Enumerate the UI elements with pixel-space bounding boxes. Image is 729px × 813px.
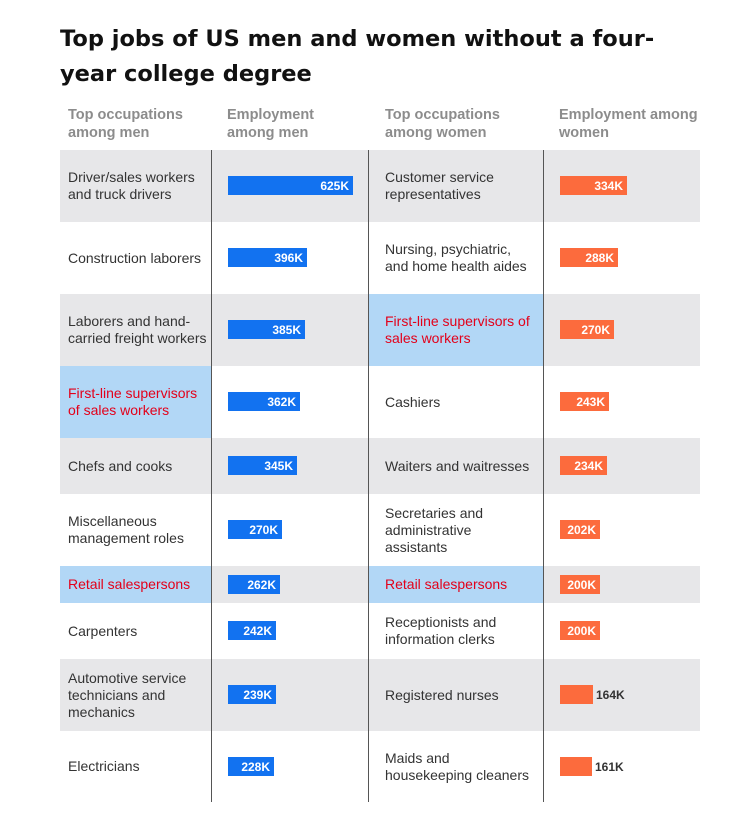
column-divider: [211, 150, 212, 802]
women-employment-value: 234K: [574, 458, 603, 473]
women-employment-value: 288K: [585, 250, 614, 265]
men-employment-value: 228K: [241, 759, 270, 774]
table-row: Retail salespersons Retail salespersons 26…: [60, 566, 700, 603]
women-occupation-label: Customer service representatives: [385, 169, 494, 202]
header-men-occupations: Top occupations among men: [68, 107, 183, 141]
women-employment-bar: 164K: [560, 685, 625, 704]
table-row: Carpenters Receptionists and information …: [60, 603, 700, 659]
table-row: Construction laborers Nursing, psychiatri…: [60, 222, 700, 294]
women-occupation-label: Nursing, psychiatric, and home health ai…: [385, 241, 527, 274]
men-occupation-label: Construction laborers: [68, 249, 202, 266]
men-employment-value: 362K: [267, 394, 296, 409]
women-employment-bar: 270K: [560, 320, 614, 339]
men-employment-value: 345K: [264, 458, 293, 473]
women-employment-bar: 161K: [560, 757, 624, 776]
women-employment-bar: 200K: [560, 575, 600, 594]
header-women-occupations: Top occupations among women: [385, 107, 500, 141]
men-employment-value: 242K: [243, 623, 272, 638]
men-occupation-label: Carpenters: [68, 622, 138, 639]
column-divider: [368, 150, 369, 802]
women-employment-value: 243K: [576, 394, 605, 409]
women-occupation-label: Retail salespersons: [385, 576, 508, 592]
table-row: Automotive service technicians and mecha…: [60, 659, 700, 731]
header-men-employment: Employment among men: [227, 107, 315, 141]
women-employment-bar: 243K: [560, 392, 609, 411]
women-employment-bar: 288K: [560, 248, 618, 267]
men-occupation-label: Electricians: [68, 758, 140, 774]
men-employment-value: 239K: [243, 687, 272, 702]
men-occupation-label: Miscellaneous management roles: [68, 513, 184, 546]
men-employment-value: 270K: [249, 522, 278, 537]
men-employment-bar: 262K: [228, 575, 280, 594]
women-employment-bar: 334K: [560, 176, 627, 195]
women-employment-bar: 234K: [560, 456, 607, 475]
women-occupation-label: Secretaries and administrative assistant…: [385, 504, 484, 555]
men-employment-value: 262K: [247, 577, 276, 592]
women-occupation-label: Waiters and waitresses: [385, 457, 530, 474]
men-employment-value: 396K: [274, 250, 303, 265]
column-divider: [543, 150, 544, 802]
women-occupation-label: First-line supervisors of sales workers: [385, 313, 530, 346]
men-occupation-label: Laborers and hand-carried freight worker…: [68, 313, 207, 346]
highlight-cell-men: [60, 366, 211, 438]
men-employment-bar: 242K: [228, 621, 276, 640]
table-row: Chefs and cooks Waiters and waitresses 345…: [60, 438, 700, 494]
women-occupation-label: Registered nurses: [385, 686, 499, 703]
table-row: First-line supervisors of sales workers C…: [60, 366, 700, 438]
women-employment-value: 164K: [596, 687, 625, 702]
table-row: Miscellaneous management roles Secretarie…: [60, 494, 700, 566]
women-employment-bar: 202K: [560, 520, 600, 539]
men-employment-bar: 228K: [228, 757, 274, 776]
men-employment-bar: 385K: [228, 320, 305, 339]
women-employment-value: 334K: [594, 178, 623, 193]
women-occupation-label: Maids and housekeeping cleaners: [385, 749, 529, 783]
men-employment-bar: 345K: [228, 456, 297, 475]
women-employment-bar: 200K: [560, 621, 600, 640]
men-occupation-label: First-line supervisors of sales workers: [68, 385, 198, 418]
women-employment-value: 161K: [595, 759, 624, 774]
men-employment-bar: 396K: [228, 248, 307, 267]
women-employment-value: 202K: [567, 522, 596, 537]
men-employment-bar: 625K: [228, 176, 353, 195]
men-occupation-label: Retail salespersons: [68, 576, 191, 592]
men-employment-bar: 239K: [228, 685, 276, 704]
men-employment-value: 385K: [272, 322, 301, 337]
men-occupation-label: Automotive service technicians and mecha…: [68, 669, 187, 720]
table-row: Driver/sales workers and truck drivers Cu…: [60, 150, 700, 222]
women-occupation-label: Receptionists and information clerks: [385, 614, 497, 647]
table-row: Laborers and hand-carried freight worker…: [60, 294, 700, 366]
women-employment-value: 200K: [567, 623, 596, 638]
chart-title: Top jobs of US men and women without a f…: [60, 26, 655, 87]
women-occupation-label: Cashiers: [385, 393, 441, 410]
men-employment-bar: 270K: [228, 520, 282, 539]
men-employment-bar: 362K: [228, 392, 300, 411]
men-occupation-label: Chefs and cooks: [68, 457, 173, 474]
women-employment-value: 270K: [581, 322, 610, 337]
table-row: Electricians Maids and housekeeping clean…: [60, 731, 700, 802]
highlight-cell-women: [369, 294, 543, 366]
men-employment-value: 625K: [320, 178, 349, 193]
highlight-cell-women: [369, 566, 543, 603]
header-women-employment: Employment among women: [559, 107, 698, 141]
highlight-cell-men: [60, 566, 211, 603]
men-occupation-label: Driver/sales workers and truck drivers: [68, 169, 195, 202]
women-employment-value: 200K: [567, 577, 596, 592]
